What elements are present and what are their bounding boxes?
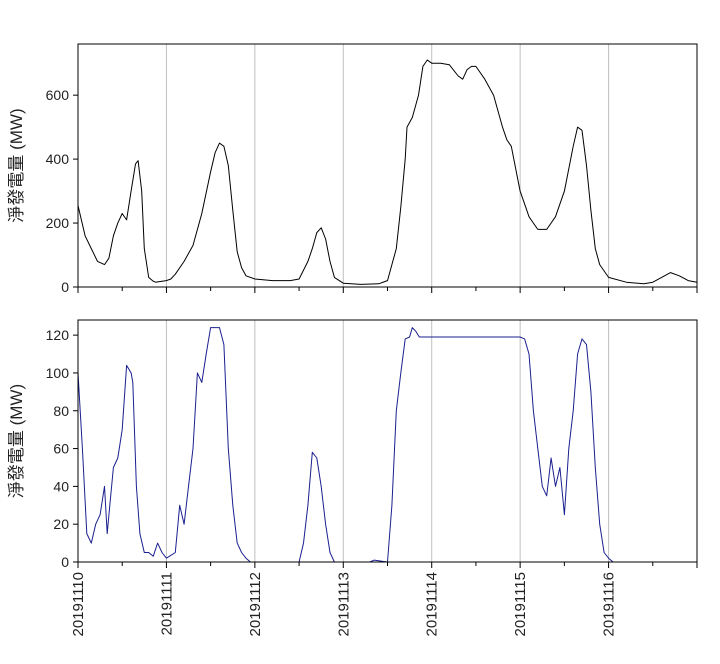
y-axis-label: 淨發電量 (MW): [7, 108, 26, 222]
x-tick-label: 20191110: [70, 572, 87, 637]
y-tick-label: 60: [53, 441, 69, 457]
x-tick-label: 20191112: [247, 572, 264, 637]
y-tick-label: 400: [46, 151, 70, 167]
y-tick-label: 600: [46, 87, 70, 103]
y-axis-label: 淨發電量 (MW): [7, 384, 26, 498]
plot-frame: [77, 319, 698, 563]
y-tick-label: 200: [46, 215, 70, 231]
plot-frame: [77, 43, 698, 288]
x-tick-label: 20191113: [335, 572, 352, 637]
series-line: [77, 59, 698, 285]
x-tick-label: 20191115: [512, 572, 529, 637]
y-tick-label: 120: [46, 327, 70, 343]
y-tick-label: 100: [46, 365, 70, 381]
y-tick-label: 0: [61, 554, 69, 570]
x-tick-label: 20191111: [158, 572, 175, 635]
y-tick-label: 0: [61, 279, 69, 295]
y-tick-label: 20: [53, 516, 69, 532]
y-tick-label: 40: [53, 478, 69, 494]
x-tick-label: 20191116: [601, 572, 618, 637]
series-line: [77, 327, 614, 563]
x-tick-label: 20191114: [424, 572, 441, 637]
y-tick-label: 80: [53, 403, 69, 419]
